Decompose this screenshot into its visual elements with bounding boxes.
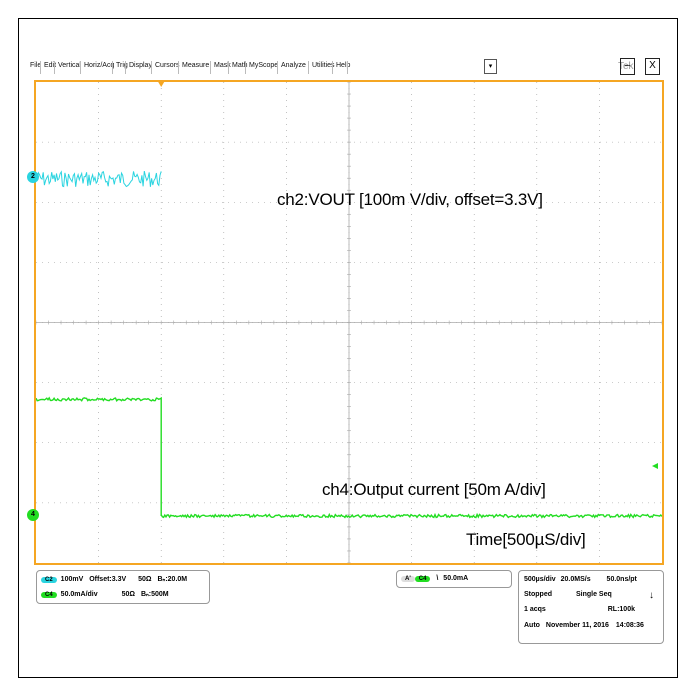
- menu-item-analyze[interactable]: Analyze: [281, 62, 306, 69]
- state-row: Stopped Single Seq: [524, 591, 612, 598]
- menu-bar: ▾ Tek – X File Edit Vertical Horiz/Acq Trig D…: [30, 58, 670, 78]
- date: November 11, 2016: [545, 622, 609, 629]
- record-length: RL:100k: [607, 606, 635, 613]
- menu-item-cursors[interactable]: Cursors: [155, 62, 180, 69]
- ch2-noise-band: [36, 170, 162, 188]
- acquisition-status-panel[interactable]: 500µs/div 20.0MS/s 50.0ns/pt Stopped Sin…: [518, 570, 664, 644]
- acq-mode: Single Seq: [575, 591, 612, 598]
- menu-item-myscope[interactable]: MyScope: [249, 62, 279, 69]
- menu-separator: [125, 61, 126, 74]
- minimize-button[interactable]: –: [620, 58, 635, 75]
- menu-item-vertical[interactable]: Vertical: [58, 62, 81, 69]
- acqs-row: 1 acqs RL:100k: [524, 606, 635, 613]
- timebase: 500µs/div: [524, 576, 556, 583]
- menu-dropdown-button[interactable]: ▾: [484, 59, 497, 74]
- channel-status-panel[interactable]: C2 100mV Offset:3.3V 50Ω Bₙ:20.0M C4 50.0m…: [36, 570, 210, 604]
- menu-separator: [112, 61, 113, 74]
- ch4-impedance: 50Ω: [121, 591, 135, 598]
- menu-separator: [228, 61, 229, 74]
- menu-separator: [277, 61, 278, 74]
- menu-item-trig[interactable]: Trig: [116, 62, 128, 69]
- trigger-row: A' C4 \ 50.0mA: [401, 575, 468, 582]
- time-annotation: Time[500µS/div]: [466, 530, 586, 549]
- ch2-impedance: 50Ω: [138, 576, 152, 583]
- trigger-a-badge: A': [401, 576, 415, 582]
- ch2-bandwidth: Bₙ:20.0M: [157, 576, 188, 583]
- clock-time: 14:08:36: [615, 622, 644, 629]
- acq-count: 1 acqs: [524, 606, 546, 613]
- menu-separator: [178, 61, 179, 74]
- ch4-level-arrow: [652, 463, 658, 469]
- tek-logo: Tek: [618, 61, 634, 72]
- scope-graticule[interactable]: [34, 80, 664, 565]
- acq-state: Stopped: [524, 591, 552, 598]
- trigger-mode: Auto: [524, 622, 540, 629]
- trigger-status-panel[interactable]: A' C4 \ 50.0mA: [396, 570, 512, 588]
- datetime-row: Auto November 11, 2016 14:08:36: [524, 622, 644, 629]
- menu-item-edit[interactable]: Edit: [44, 62, 57, 69]
- ch4-bandwidth: Bₙ:500M: [140, 591, 169, 598]
- menu-separator: [40, 61, 41, 74]
- trigger-source-badge: C4: [414, 576, 431, 582]
- ch4-annotation: ch4:Output current [50m A/div]: [322, 480, 546, 499]
- menu-item-measure[interactable]: Measure: [182, 62, 210, 69]
- sample-rate: 20.0MS/s: [560, 576, 591, 583]
- menu-item-file[interactable]: File: [30, 62, 42, 69]
- timebase-row: 500µs/div 20.0MS/s 50.0ns/pt: [524, 576, 637, 583]
- ch4-status-row[interactable]: C4 50.0mA/div 50Ω Bₙ:500M: [41, 590, 169, 598]
- ch2-badge: C2: [41, 577, 57, 583]
- ch2-scale: 100mV: [60, 576, 84, 583]
- trigger-position-marker: [158, 82, 165, 87]
- ch4-badge: C4: [41, 592, 57, 598]
- menu-item-utilities[interactable]: Utilities: [312, 62, 335, 69]
- menu-separator: [332, 61, 333, 74]
- menu-separator: [347, 61, 348, 74]
- menu-item-math[interactable]: Math: [232, 62, 248, 69]
- ch4-scale: 50.0mA/div: [60, 591, 98, 598]
- menu-separator: [210, 61, 211, 74]
- ch2-offset: Offset:3.3V: [89, 576, 127, 583]
- menu-separator: [80, 61, 81, 74]
- menu-item-horiz-acq[interactable]: Horiz/Acq: [84, 62, 115, 69]
- menu-item-display[interactable]: Display: [129, 62, 152, 69]
- ch2-annotation: ch2:VOUT [100m V/div, offset=3.3V]: [277, 190, 543, 209]
- resolution: 50.0ns/pt: [606, 576, 637, 583]
- menu-separator: [308, 61, 309, 74]
- ch4-waveform: [36, 396, 662, 519]
- menu-separator: [54, 61, 55, 74]
- close-button[interactable]: X: [645, 58, 660, 75]
- trigger-level: 50.0mA: [443, 575, 469, 582]
- menu-item-mask[interactable]: Mask: [214, 62, 231, 69]
- ch4-ground-marker[interactable]: 4: [27, 509, 39, 521]
- menu-separator: [151, 61, 152, 74]
- waveform-display: [36, 82, 662, 563]
- down-arrow-icon: ↓: [649, 590, 654, 601]
- ch2-status-row[interactable]: C2 100mV Offset:3.3V 50Ω Bₙ:20.0M: [41, 575, 187, 583]
- menu-item-help[interactable]: Help: [336, 62, 351, 69]
- trigger-slope-icon: \: [436, 575, 439, 582]
- menu-separator: [245, 61, 246, 74]
- ch2-ground-marker[interactable]: 2: [27, 171, 39, 183]
